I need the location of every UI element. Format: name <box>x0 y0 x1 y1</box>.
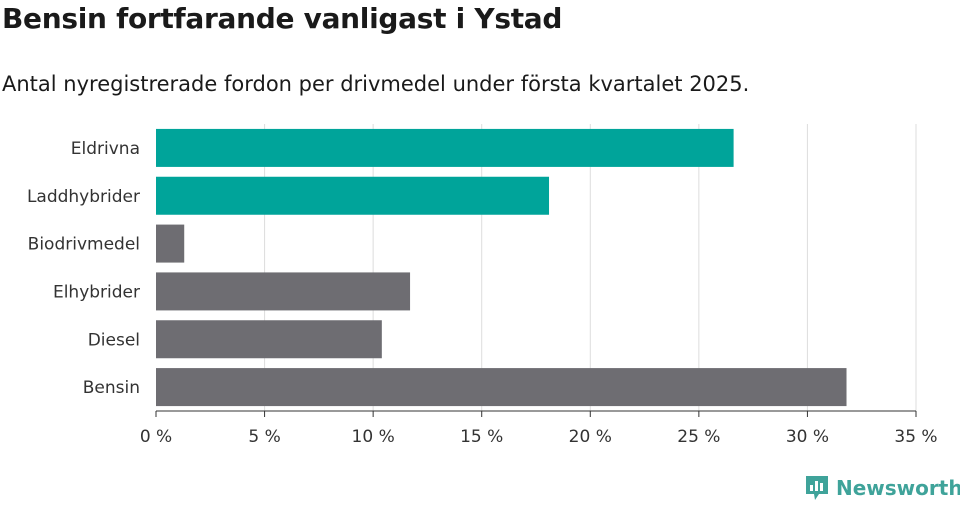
x-tick-label: 15 % <box>460 427 503 447</box>
bar <box>156 272 411 311</box>
newsworthy-logo-icon <box>806 476 828 500</box>
bar <box>156 128 734 167</box>
x-tick-label: 35 % <box>894 427 937 447</box>
category-label: Diesel <box>88 330 140 350</box>
brand-logo: Newsworthy <box>804 474 960 502</box>
brand-name: Newsworthy <box>836 476 960 500</box>
category-label: Eldrivna <box>71 139 140 159</box>
category-label: Biodrivmedel <box>28 235 140 255</box>
chart-subtitle: Antal nyregistrerade fordon per drivmede… <box>2 72 750 96</box>
chart-title: Bensin fortfarande vanligast i Ystad <box>2 2 563 35</box>
x-tick-label: 25 % <box>677 427 720 447</box>
bar <box>156 176 550 215</box>
category-label: Laddhybrider <box>27 187 140 207</box>
bar <box>156 368 847 407</box>
category-label: Bensin <box>83 378 140 398</box>
x-tick-label: 10 % <box>352 427 395 447</box>
x-tick-label: 5 % <box>248 427 280 447</box>
x-tick-label: 0 % <box>140 427 172 447</box>
x-tick-label: 30 % <box>786 427 829 447</box>
bar <box>156 224 185 263</box>
x-tick-label: 20 % <box>569 427 612 447</box>
bar <box>156 320 382 359</box>
category-label: Elhybrider <box>53 282 140 302</box>
